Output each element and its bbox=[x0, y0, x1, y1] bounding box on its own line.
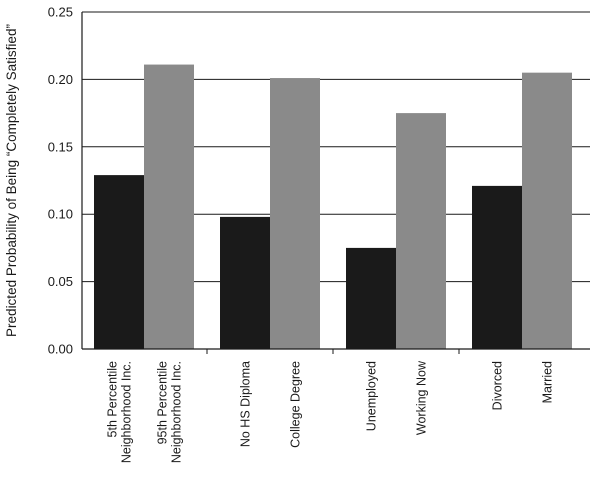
category-label: Unemployed bbox=[365, 361, 379, 431]
category-label-line: Neighborhood Inc. bbox=[170, 361, 184, 463]
bar bbox=[346, 247, 396, 349]
bar bbox=[94, 175, 144, 349]
category-label-line: No HS Diploma bbox=[239, 361, 253, 447]
bar bbox=[270, 78, 320, 349]
category-label: No HS Diploma bbox=[239, 361, 253, 447]
category-labels: 5th PercentileNeighborhood Inc. 95th Perc… bbox=[106, 360, 555, 463]
y-tick-label: 0.00 bbox=[48, 342, 73, 357]
bar bbox=[144, 64, 194, 350]
y-tick-label: 0.05 bbox=[48, 274, 73, 289]
y-tick-label: 0.15 bbox=[48, 139, 73, 154]
category-label-line: Neighborhood Inc. bbox=[120, 361, 134, 463]
category-label-line: Working Now bbox=[415, 360, 429, 435]
bar bbox=[472, 185, 522, 349]
category-label: Divorced bbox=[491, 361, 505, 410]
y-tick-label: 0.25 bbox=[48, 5, 73, 20]
bar bbox=[396, 113, 446, 349]
category-label: 95th PercentileNeighborhood Inc. bbox=[156, 361, 184, 463]
bars bbox=[94, 64, 572, 350]
category-label-line: Unemployed bbox=[365, 361, 379, 431]
category-label: 5th PercentileNeighborhood Inc. bbox=[106, 361, 134, 463]
bar bbox=[522, 72, 572, 349]
category-label-line: 5th Percentile bbox=[106, 361, 120, 437]
category-label-line: 95th Percentile bbox=[156, 361, 170, 444]
axes bbox=[81, 12, 590, 354]
y-tick-label: 0.10 bbox=[48, 207, 73, 222]
y-axis-label: Predicted Probability of Being “Complete… bbox=[4, 24, 19, 337]
category-label: Married bbox=[541, 361, 555, 403]
bar bbox=[220, 216, 270, 349]
category-label-line: Divorced bbox=[491, 361, 505, 410]
y-tick-labels: 0.00 0.05 0.10 0.15 0.20 0.25 bbox=[48, 5, 73, 357]
category-label-line: Married bbox=[541, 361, 555, 403]
y-tick-label: 0.20 bbox=[48, 72, 73, 87]
category-label: Working Now bbox=[415, 360, 429, 435]
category-label: College Degree bbox=[289, 361, 303, 448]
category-label-line: College Degree bbox=[289, 361, 303, 448]
